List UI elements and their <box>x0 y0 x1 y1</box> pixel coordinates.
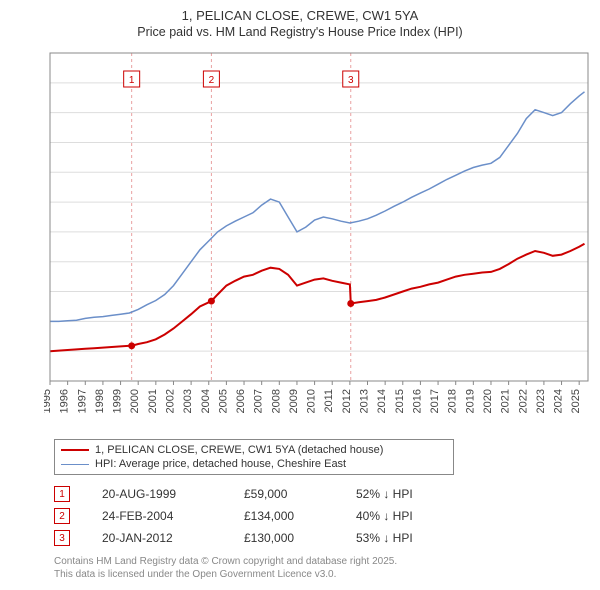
svg-text:2011: 2011 <box>323 389 335 413</box>
svg-text:1995: 1995 <box>44 389 53 413</box>
svg-text:2019: 2019 <box>464 389 476 413</box>
sales-table: 1 20-AUG-1999 £59,000 52% ↓ HPI 2 24-FEB-2004… <box>54 483 590 549</box>
svg-text:2: 2 <box>209 75 215 86</box>
svg-text:£550K: £550K <box>44 48 45 60</box>
svg-text:1: 1 <box>129 75 135 86</box>
svg-text:1997: 1997 <box>76 389 88 413</box>
svg-text:2001: 2001 <box>147 389 159 413</box>
svg-text:£150K: £150K <box>44 287 45 299</box>
svg-text:£450K: £450K <box>44 108 45 120</box>
svg-text:2004: 2004 <box>200 389 212 413</box>
svg-text:1998: 1998 <box>94 389 106 413</box>
legend-label: HPI: Average price, detached house, Ches… <box>95 458 346 470</box>
legend-swatch <box>61 449 89 451</box>
svg-text:2012: 2012 <box>341 389 353 413</box>
svg-text:2021: 2021 <box>500 389 512 413</box>
sale-date: 24-FEB-2004 <box>102 509 212 523</box>
legend-row: 1, PELICAN CLOSE, CREWE, CW1 5YA (detach… <box>61 443 447 457</box>
svg-text:£250K: £250K <box>44 227 45 239</box>
legend-label: 1, PELICAN CLOSE, CREWE, CW1 5YA (detach… <box>95 444 383 456</box>
sale-row: 1 20-AUG-1999 £59,000 52% ↓ HPI <box>54 483 590 505</box>
svg-text:2009: 2009 <box>288 389 300 413</box>
footer-line-1: Contains HM Land Registry data © Crown c… <box>54 555 590 568</box>
svg-text:£100K: £100K <box>44 316 45 328</box>
legend-swatch <box>61 464 89 465</box>
svg-text:2018: 2018 <box>447 389 459 413</box>
svg-text:£300K: £300K <box>44 197 45 209</box>
sale-diff-vs-hpi: 53% ↓ HPI <box>356 531 446 545</box>
svg-text:2024: 2024 <box>553 389 565 413</box>
svg-text:2010: 2010 <box>306 389 318 413</box>
svg-text:2005: 2005 <box>217 389 229 413</box>
footer-attribution: Contains HM Land Registry data © Crown c… <box>54 555 590 581</box>
svg-text:1999: 1999 <box>112 389 124 413</box>
svg-text:2006: 2006 <box>235 389 247 413</box>
sale-date: 20-AUG-1999 <box>102 487 212 501</box>
svg-text:£500K: £500K <box>44 78 45 90</box>
sale-price: £134,000 <box>244 509 324 523</box>
chart-title-main: 1, PELICAN CLOSE, CREWE, CW1 5YA <box>10 8 590 23</box>
svg-text:2003: 2003 <box>182 389 194 413</box>
svg-text:2002: 2002 <box>164 389 176 413</box>
svg-text:1996: 1996 <box>59 389 71 413</box>
svg-text:2016: 2016 <box>411 389 423 413</box>
legend-row: HPI: Average price, detached house, Ches… <box>61 457 447 471</box>
svg-text:2013: 2013 <box>359 389 371 413</box>
sale-price: £130,000 <box>244 531 324 545</box>
svg-text:£200K: £200K <box>44 257 45 269</box>
svg-text:2020: 2020 <box>482 389 494 413</box>
svg-text:2007: 2007 <box>253 389 265 413</box>
svg-text:£50K: £50K <box>44 346 45 358</box>
footer-line-2: This data is licensed under the Open Gov… <box>54 568 590 581</box>
svg-text:2017: 2017 <box>429 389 441 413</box>
svg-text:2014: 2014 <box>376 389 388 413</box>
sale-row: 2 24-FEB-2004 £134,000 40% ↓ HPI <box>54 505 590 527</box>
svg-text:£350K: £350K <box>44 167 45 179</box>
svg-text:2000: 2000 <box>129 389 141 413</box>
chart-title-sub: Price paid vs. HM Land Registry's House … <box>10 25 590 39</box>
sale-diff-vs-hpi: 52% ↓ HPI <box>356 487 446 501</box>
chart-area: £0£50K£100K£150K£200K£250K£300K£350K£400… <box>44 45 584 435</box>
sale-row: 3 20-JAN-2012 £130,000 53% ↓ HPI <box>54 527 590 549</box>
sale-date: 20-JAN-2012 <box>102 531 212 545</box>
svg-text:2022: 2022 <box>517 389 529 413</box>
legend: 1, PELICAN CLOSE, CREWE, CW1 5YA (detach… <box>54 439 454 475</box>
svg-text:2023: 2023 <box>535 389 547 413</box>
sale-marker-ref: 1 <box>54 486 70 502</box>
sale-diff-vs-hpi: 40% ↓ HPI <box>356 509 446 523</box>
svg-text:2025: 2025 <box>570 389 582 413</box>
svg-text:3: 3 <box>348 75 354 86</box>
sale-marker-ref: 3 <box>54 530 70 546</box>
svg-text:2015: 2015 <box>394 389 406 413</box>
sale-price: £59,000 <box>244 487 324 501</box>
svg-text:£400K: £400K <box>44 137 45 149</box>
sale-marker-ref: 2 <box>54 508 70 524</box>
svg-text:2008: 2008 <box>270 389 282 413</box>
